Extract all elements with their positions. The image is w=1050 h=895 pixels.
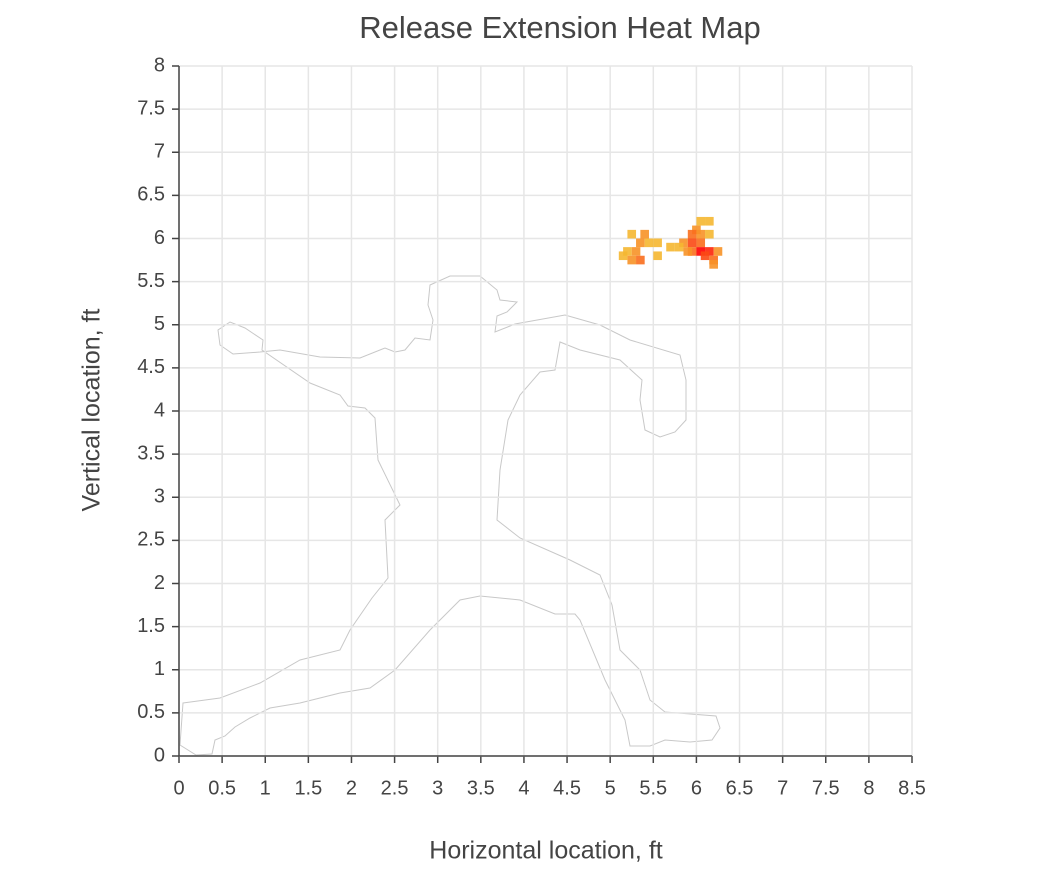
x-tick-label: 4 bbox=[518, 777, 529, 799]
heat-cell bbox=[631, 247, 641, 256]
chart-title: Release Extension Heat Map bbox=[359, 10, 761, 45]
heat-cell bbox=[713, 247, 723, 256]
x-tick-label: 0 bbox=[173, 777, 184, 799]
y-tick-label: 4 bbox=[154, 399, 165, 421]
x-axis-label: Horizontal location, ft bbox=[429, 837, 663, 865]
heat-cell bbox=[627, 229, 637, 239]
y-tick-label: 6.5 bbox=[137, 184, 165, 206]
x-tick-label: 5.5 bbox=[639, 777, 667, 799]
y-tick-label: 1.5 bbox=[137, 615, 165, 637]
x-tick-label: 4.5 bbox=[553, 777, 581, 799]
heat-cell bbox=[696, 216, 706, 226]
heat-cell bbox=[709, 260, 718, 269]
heat-cell bbox=[636, 255, 645, 265]
y-tick-label: 0.5 bbox=[137, 701, 165, 723]
x-tick-label: 2.5 bbox=[381, 777, 409, 799]
heat-cell bbox=[644, 238, 654, 248]
y-tick-label: 0 bbox=[154, 744, 165, 766]
x-tick-label: 6.5 bbox=[726, 777, 754, 799]
x-tick-label: 2 bbox=[346, 777, 357, 799]
heat-cell bbox=[653, 251, 662, 261]
heat-cell bbox=[700, 251, 710, 261]
heat-cell bbox=[687, 229, 697, 239]
x-tick-label: 5 bbox=[605, 777, 616, 799]
y-tick-label: 7 bbox=[154, 141, 165, 163]
heat-cell bbox=[666, 242, 675, 252]
pitcher-silhouette bbox=[179, 275, 721, 756]
x-tick-label: 3.5 bbox=[467, 777, 495, 799]
y-tick-label: 2 bbox=[154, 572, 165, 594]
heat-cell bbox=[705, 229, 714, 239]
heat-cell bbox=[640, 229, 649, 239]
x-tick-label: 8 bbox=[863, 777, 874, 799]
x-tick-label: 1.5 bbox=[294, 777, 322, 799]
y-axis-label: Vertical location, ft bbox=[78, 309, 106, 512]
y-tick-label: 6 bbox=[154, 227, 165, 249]
x-tick-label: 1 bbox=[260, 777, 271, 799]
y-tick-label: 3.5 bbox=[137, 442, 165, 464]
y-tick-label: 2.5 bbox=[137, 529, 165, 551]
x-tick-label: 7 bbox=[777, 777, 788, 799]
heat-cell bbox=[696, 229, 706, 239]
heat-cell bbox=[705, 216, 714, 226]
heat-cell bbox=[627, 255, 637, 265]
x-tick-label: 7.5 bbox=[812, 777, 840, 799]
x-tick-label: 3 bbox=[432, 777, 443, 799]
y-tick-label: 5.5 bbox=[137, 270, 165, 292]
y-tick-label: 5 bbox=[154, 313, 165, 335]
x-tick-label: 6 bbox=[691, 777, 702, 799]
heat-cell bbox=[653, 238, 662, 248]
y-tick-label: 1 bbox=[154, 658, 165, 680]
heat-cell bbox=[636, 238, 645, 248]
x-tick-label: 0.5 bbox=[208, 777, 236, 799]
y-tick-label: 8 bbox=[154, 54, 165, 76]
heat-cell bbox=[687, 238, 697, 248]
heat-cell bbox=[696, 238, 706, 248]
x-tick-label: 8.5 bbox=[898, 777, 926, 799]
heat-cell bbox=[683, 247, 693, 256]
heat-cell bbox=[674, 242, 684, 252]
y-tick-label: 3 bbox=[154, 486, 165, 508]
y-tick-label: 4.5 bbox=[137, 356, 165, 378]
heat-cell bbox=[618, 251, 628, 261]
y-tick-label: 7.5 bbox=[137, 97, 165, 119]
